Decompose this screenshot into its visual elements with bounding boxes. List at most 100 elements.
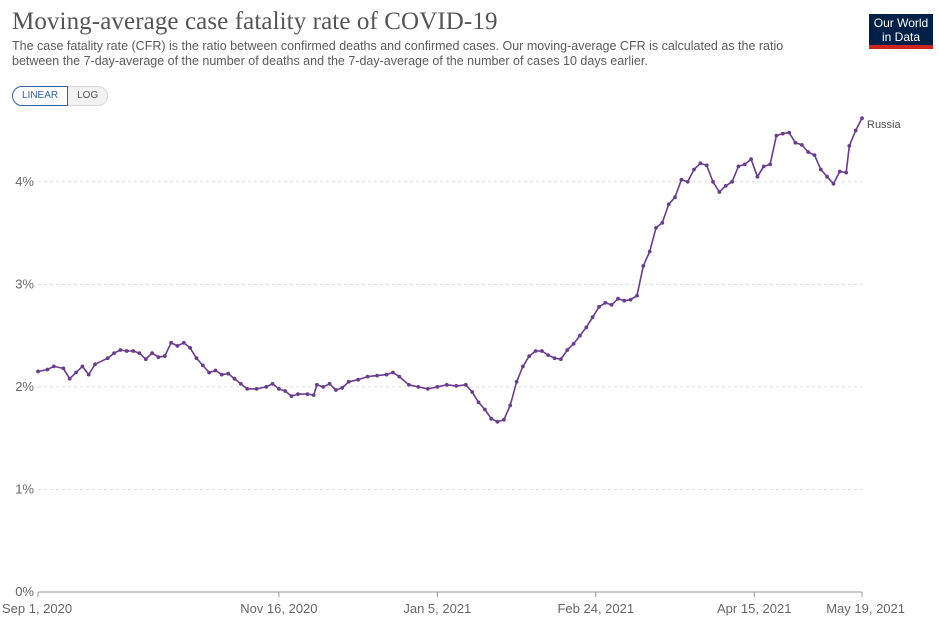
data-point [454,384,459,388]
series-layer [36,116,864,424]
data-point [375,373,379,378]
data-point [723,184,728,188]
data-point [692,167,696,172]
data-point [264,385,269,389]
data-point [289,394,294,398]
data-point [365,374,370,379]
x-tick-label: Jan 5, 2021 [403,601,471,616]
gridlines [38,181,862,490]
data-point [226,371,231,376]
series-labels: Russia [867,119,902,131]
data-point [704,163,709,168]
data-point [463,382,468,387]
logo-accent-bar [869,45,933,49]
data-point [200,363,205,368]
data-point [67,376,72,381]
data-point [315,382,319,387]
data-point [245,387,250,391]
logo-line-1: Our World [873,16,929,30]
data-point [508,403,513,408]
data-point [270,381,275,386]
data-point [112,351,116,355]
scale-toggle: LINEAR LOG [12,86,109,106]
logo-line-2: in Data [881,30,921,44]
data-point [346,379,351,384]
data-point [837,169,842,174]
data-point [812,153,817,158]
data-point [635,293,639,298]
data-point [45,367,50,372]
linear-scale-button[interactable]: LINEAR [12,86,69,106]
data-point [628,297,633,302]
data-point [143,357,148,362]
data-point [391,370,395,375]
data-point [175,344,180,348]
log-scale-button[interactable]: LOG [68,86,109,106]
data-point [799,143,804,147]
data-point [397,374,402,379]
data-point [502,417,506,422]
data-point [622,298,627,303]
data-point [238,381,243,386]
data-point [277,387,281,391]
data-point [831,181,836,186]
data-point [327,381,332,386]
data-point [181,340,186,345]
data-point [416,385,421,389]
data-point [169,340,174,345]
data-point [609,303,614,307]
data-point [590,315,595,320]
data-point [61,366,66,371]
x-tick-label: Nov 16, 2020 [240,601,317,616]
data-point [131,349,136,353]
data-point [334,388,338,392]
data-point [527,354,532,358]
data-point [774,133,779,138]
x-tick-label: Apr 15, 2021 [717,601,791,616]
data-point [660,220,665,225]
data-point [597,305,601,309]
data-point [755,174,760,179]
x-tick-label: Feb 24, 2021 [557,601,634,616]
data-point [736,164,741,169]
data-point [406,382,411,387]
data-point [647,249,652,254]
data-point [86,372,91,377]
data-point [584,325,589,330]
data-point [425,387,430,391]
data-point [188,346,193,350]
chart-title: Moving-average case fatality rate of COV… [12,8,498,35]
data-point [578,333,582,338]
data-point [476,400,481,405]
data-point [156,355,161,360]
data-point [340,386,345,390]
data-point [853,128,858,133]
data-point [818,167,823,172]
data-point [860,116,864,121]
data-point [219,372,224,377]
data-point [137,351,142,355]
data-point [305,392,310,396]
data-point [546,353,551,357]
data-point [207,370,212,375]
data-point [311,393,316,397]
data-point [384,372,389,377]
data-point [533,349,538,353]
axes: 0% 1% 2% 3% 4% Sep 1, 2020 Nov 16, 2020 Jan 5, … [2,174,905,616]
data-point [105,356,110,361]
data-point [761,164,766,169]
data-point [435,385,440,389]
data-point [654,226,658,230]
data-point [571,341,576,346]
data-point [80,364,85,369]
data-point [768,162,772,167]
data-point [565,348,570,352]
chart-subtitle: The case fatality rate (CFR) is the rati… [12,39,784,68]
data-point [793,140,798,145]
data-point [356,377,360,382]
data-point [616,296,620,301]
owid-logo[interactable]: Our World in Data [869,14,933,49]
data-point [666,202,671,207]
data-point [825,174,829,179]
data-point [124,349,129,353]
